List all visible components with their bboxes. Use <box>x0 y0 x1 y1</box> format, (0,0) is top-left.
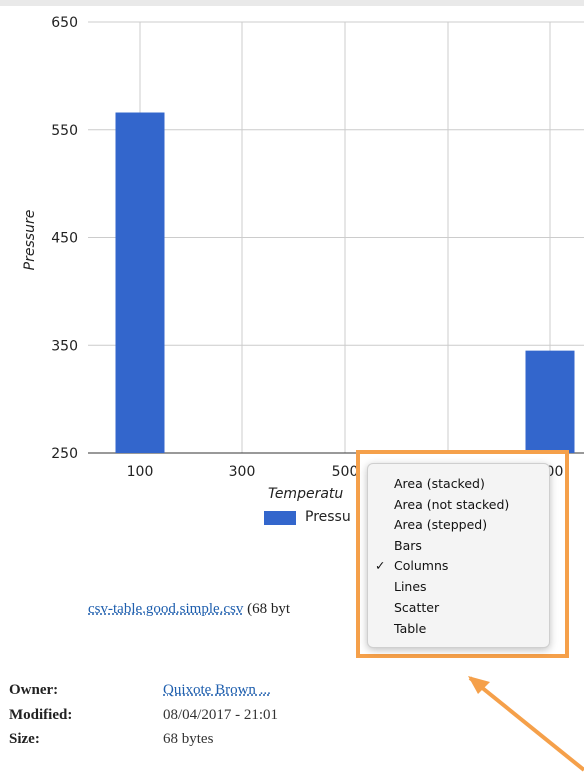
menu-item-label: Bars <box>394 538 422 553</box>
arrow-head <box>468 676 490 694</box>
x-tick-label: 500 <box>332 464 359 480</box>
y-tick-label: 650 <box>51 15 78 31</box>
size-label: Size: <box>9 731 40 747</box>
check-icon: ✓ <box>375 558 386 573</box>
x-tick-label: 100 <box>127 464 154 480</box>
menu-item-label: Table <box>394 621 427 636</box>
modified-value: 08/04/2017 - 21:01 <box>163 707 278 723</box>
modified-label: Modified: <box>9 707 73 723</box>
y-tick-label: 250 <box>51 446 78 462</box>
size-value: 68 bytes <box>163 731 214 747</box>
owner-link[interactable]: Quixote Brown ... <box>163 682 271 698</box>
y-axis-title: Pressure <box>22 210 38 271</box>
y-tick-label: 350 <box>51 338 78 354</box>
file-size-note: (68 byt <box>247 601 291 617</box>
menu-item-area-not-stacked[interactable]: Area (not stacked) <box>368 495 549 515</box>
legend-swatch <box>264 511 296 525</box>
bar <box>525 350 575 453</box>
menu-item-label: Scatter <box>394 600 440 615</box>
menu-item-lines[interactable]: Lines <box>368 577 549 597</box>
y-tick-label: 450 <box>51 231 78 247</box>
menu-item-label: Area (not stacked) <box>394 497 510 512</box>
owner-label: Owner: <box>9 682 59 698</box>
x-tick-label: 300 <box>229 464 256 480</box>
menu-item-label: Area (stacked) <box>394 476 485 491</box>
x-axis-title: Temperatu <box>268 486 344 502</box>
menu-item-scatter[interactable]: Scatter <box>368 598 549 618</box>
menu-item-label: Area (stepped) <box>394 517 488 532</box>
chart-type-menu: Area (stacked) Area (not stacked) Area (… <box>367 463 550 648</box>
menu-item-label: Columns <box>394 558 449 573</box>
highlight-box <box>356 450 569 658</box>
menu-item-table[interactable]: Table <box>368 619 549 639</box>
menu-item-label: Lines <box>394 579 427 594</box>
file-line: csv-table.good.simple.csv (68 byt <box>88 601 290 618</box>
file-link[interactable]: csv-table.good.simple.csv <box>88 601 244 617</box>
legend-label: Pressu <box>305 509 351 525</box>
top-bar <box>0 0 584 6</box>
menu-item-area-stacked[interactable]: Area (stacked) <box>368 474 549 494</box>
y-tick-label: 550 <box>51 123 78 139</box>
menu-item-bars[interactable]: Bars <box>368 536 549 556</box>
menu-item-columns[interactable]: ✓ Columns <box>368 556 549 576</box>
menu-item-area-stepped[interactable]: Area (stepped) <box>368 515 549 535</box>
arrow-line <box>468 676 584 772</box>
bar <box>115 112 165 453</box>
